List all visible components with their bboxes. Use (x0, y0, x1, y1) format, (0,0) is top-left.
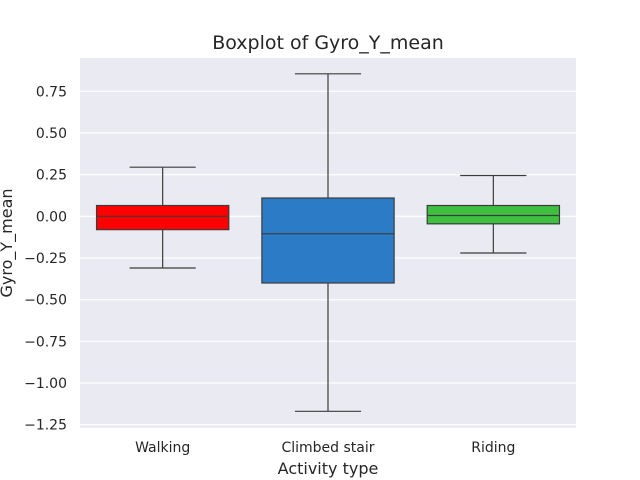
boxes (95, 73, 561, 412)
chart-title: Boxplot of Gyro_Y_mean (212, 32, 444, 54)
y-tick-label: −0.75 (24, 334, 67, 350)
iqr-box (261, 197, 395, 284)
box-riding (426, 174, 561, 254)
y-tick-label: 0.25 (36, 168, 67, 184)
y-axis: 0.75 0.50 0.25 0.00 −0.25 −0.50 −0.75 −1.00 −1.2… (24, 84, 67, 433)
y-tick-label: 0.50 (36, 126, 67, 142)
y-tick-label: −0.25 (24, 251, 67, 267)
y-axis-label: Gyro_Y_mean (0, 188, 17, 297)
x-tick-label: Climbed stair (281, 440, 374, 456)
y-tick-label: 0.00 (36, 209, 67, 225)
box-walking (95, 166, 230, 269)
x-axis: Walking Climbed stair Riding (135, 440, 515, 456)
iqr-box (95, 204, 230, 231)
x-axis-label: Activity type (278, 459, 379, 478)
y-tick-label: −1.25 (24, 418, 67, 434)
y-tick-label: −1.00 (24, 376, 67, 392)
box-climbed-stair (261, 73, 395, 412)
x-tick-label: Riding (471, 440, 515, 456)
iqr-box (426, 204, 561, 225)
y-tick-label: 0.75 (36, 84, 67, 100)
y-tick-label: −0.50 (24, 293, 67, 309)
x-tick-label: Walking (135, 440, 190, 456)
